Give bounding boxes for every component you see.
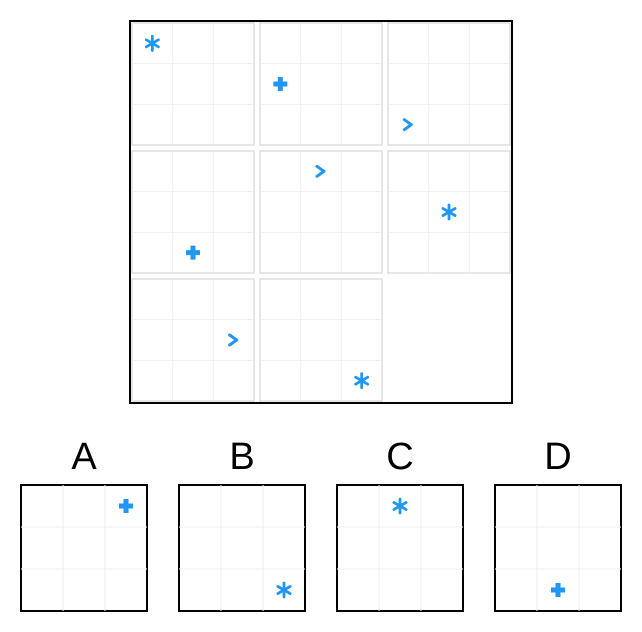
answer-option-b[interactable] xyxy=(178,484,306,612)
asterisk-icon xyxy=(441,203,457,221)
answer-option-d[interactable] xyxy=(494,484,622,612)
matrix-cell xyxy=(259,22,383,146)
puzzle-matrix xyxy=(129,20,513,404)
matrix-cell xyxy=(387,22,511,146)
plus-icon xyxy=(551,583,565,597)
answer-option-a[interactable] xyxy=(20,484,148,612)
asterisk-icon xyxy=(276,581,292,599)
plus-icon xyxy=(186,245,200,260)
matrix-cell xyxy=(131,150,255,274)
chevron-right-icon xyxy=(228,333,239,347)
option-label-d: D xyxy=(544,436,572,478)
chevron-right-icon xyxy=(315,164,326,178)
option-label-b: B xyxy=(229,436,255,478)
matrix-cell xyxy=(131,278,255,402)
asterisk-icon xyxy=(354,372,370,390)
matrix-cell xyxy=(131,22,255,146)
matrix-cell xyxy=(259,150,383,274)
answer-option-c[interactable] xyxy=(336,484,464,612)
plus-icon xyxy=(273,77,288,91)
matrix-frame xyxy=(129,20,513,404)
option-label-c: C xyxy=(386,436,414,478)
asterisk-icon xyxy=(144,34,160,52)
option-label-a: A xyxy=(71,436,97,478)
matrix-cell xyxy=(259,278,383,402)
asterisk-icon xyxy=(392,497,408,515)
matrix-cell xyxy=(387,150,511,274)
chevron-right-icon xyxy=(402,118,413,132)
plus-icon xyxy=(119,499,133,513)
